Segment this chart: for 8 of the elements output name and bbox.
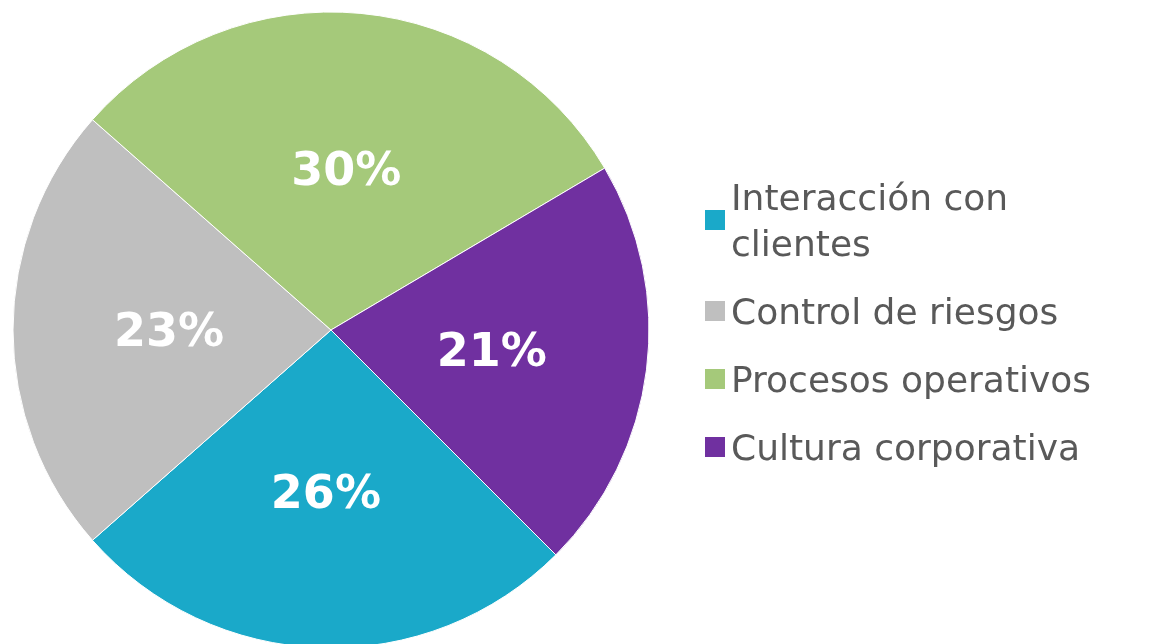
data-label: 21% — [436, 323, 547, 378]
legend-label: Control de riesgos — [731, 290, 1059, 332]
legend-label: Interacción con clientes — [731, 176, 1020, 264]
legend-label: Cultura corporativa — [731, 426, 1081, 468]
data-label: 26% — [270, 464, 381, 519]
data-label: 23% — [113, 303, 225, 357]
data-label: 30% — [291, 141, 402, 196]
legend-label: Procesos operativos — [731, 358, 1092, 400]
